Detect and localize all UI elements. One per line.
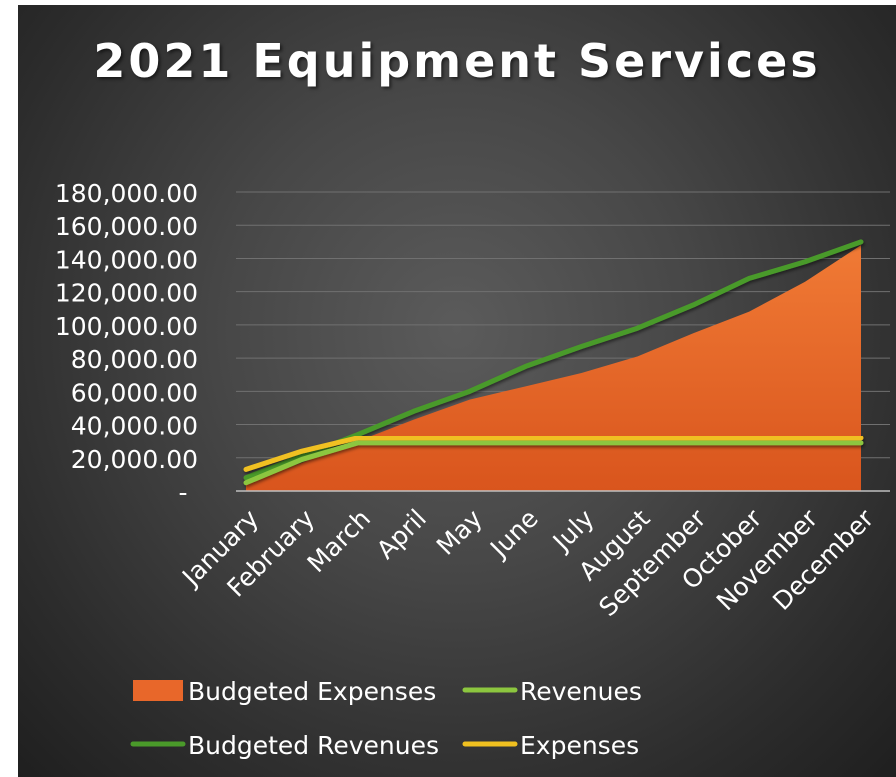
y-tick-label: 180,000.00: [55, 179, 198, 208]
y-tick-label: 100,000.00: [55, 312, 198, 341]
y-tick-label: 60,000.00: [71, 378, 198, 407]
y-tick-label: 160,000.00: [55, 212, 198, 241]
y-tick-label: 40,000.00: [71, 412, 198, 441]
x-tick-label: March: [302, 504, 376, 578]
y-tick-label: -: [178, 478, 187, 507]
legend-label: Budgeted Revenues: [188, 731, 439, 760]
y-tick-label: 120,000.00: [55, 279, 198, 308]
x-tick-label: June: [483, 504, 543, 564]
chart-title: 2021 Equipment Services: [93, 34, 821, 88]
chart-area: 2021 Equipment Services - 20,000.00 40,000…: [18, 5, 896, 777]
line-expenses: [243, 435, 864, 472]
legend-symbol: [133, 680, 183, 701]
legend-label: Expenses: [520, 731, 639, 760]
chart-plot: - 20,000.00 40,000.00 60,000.00 80,000.00 100…: [55, 179, 890, 760]
area-budgeted-expenses: [246, 245, 861, 491]
y-tick-label: 20,000.00: [71, 445, 198, 474]
y-tick-label: 80,000.00: [71, 345, 198, 374]
y-tick-label: 140,000.00: [55, 245, 198, 274]
line-revenues: [243, 440, 864, 486]
legend-label: Revenues: [520, 677, 642, 706]
x-tick-label: April: [371, 504, 432, 565]
x-tick-label: May: [431, 504, 488, 561]
legend-label: Budgeted Expenses: [188, 677, 436, 706]
